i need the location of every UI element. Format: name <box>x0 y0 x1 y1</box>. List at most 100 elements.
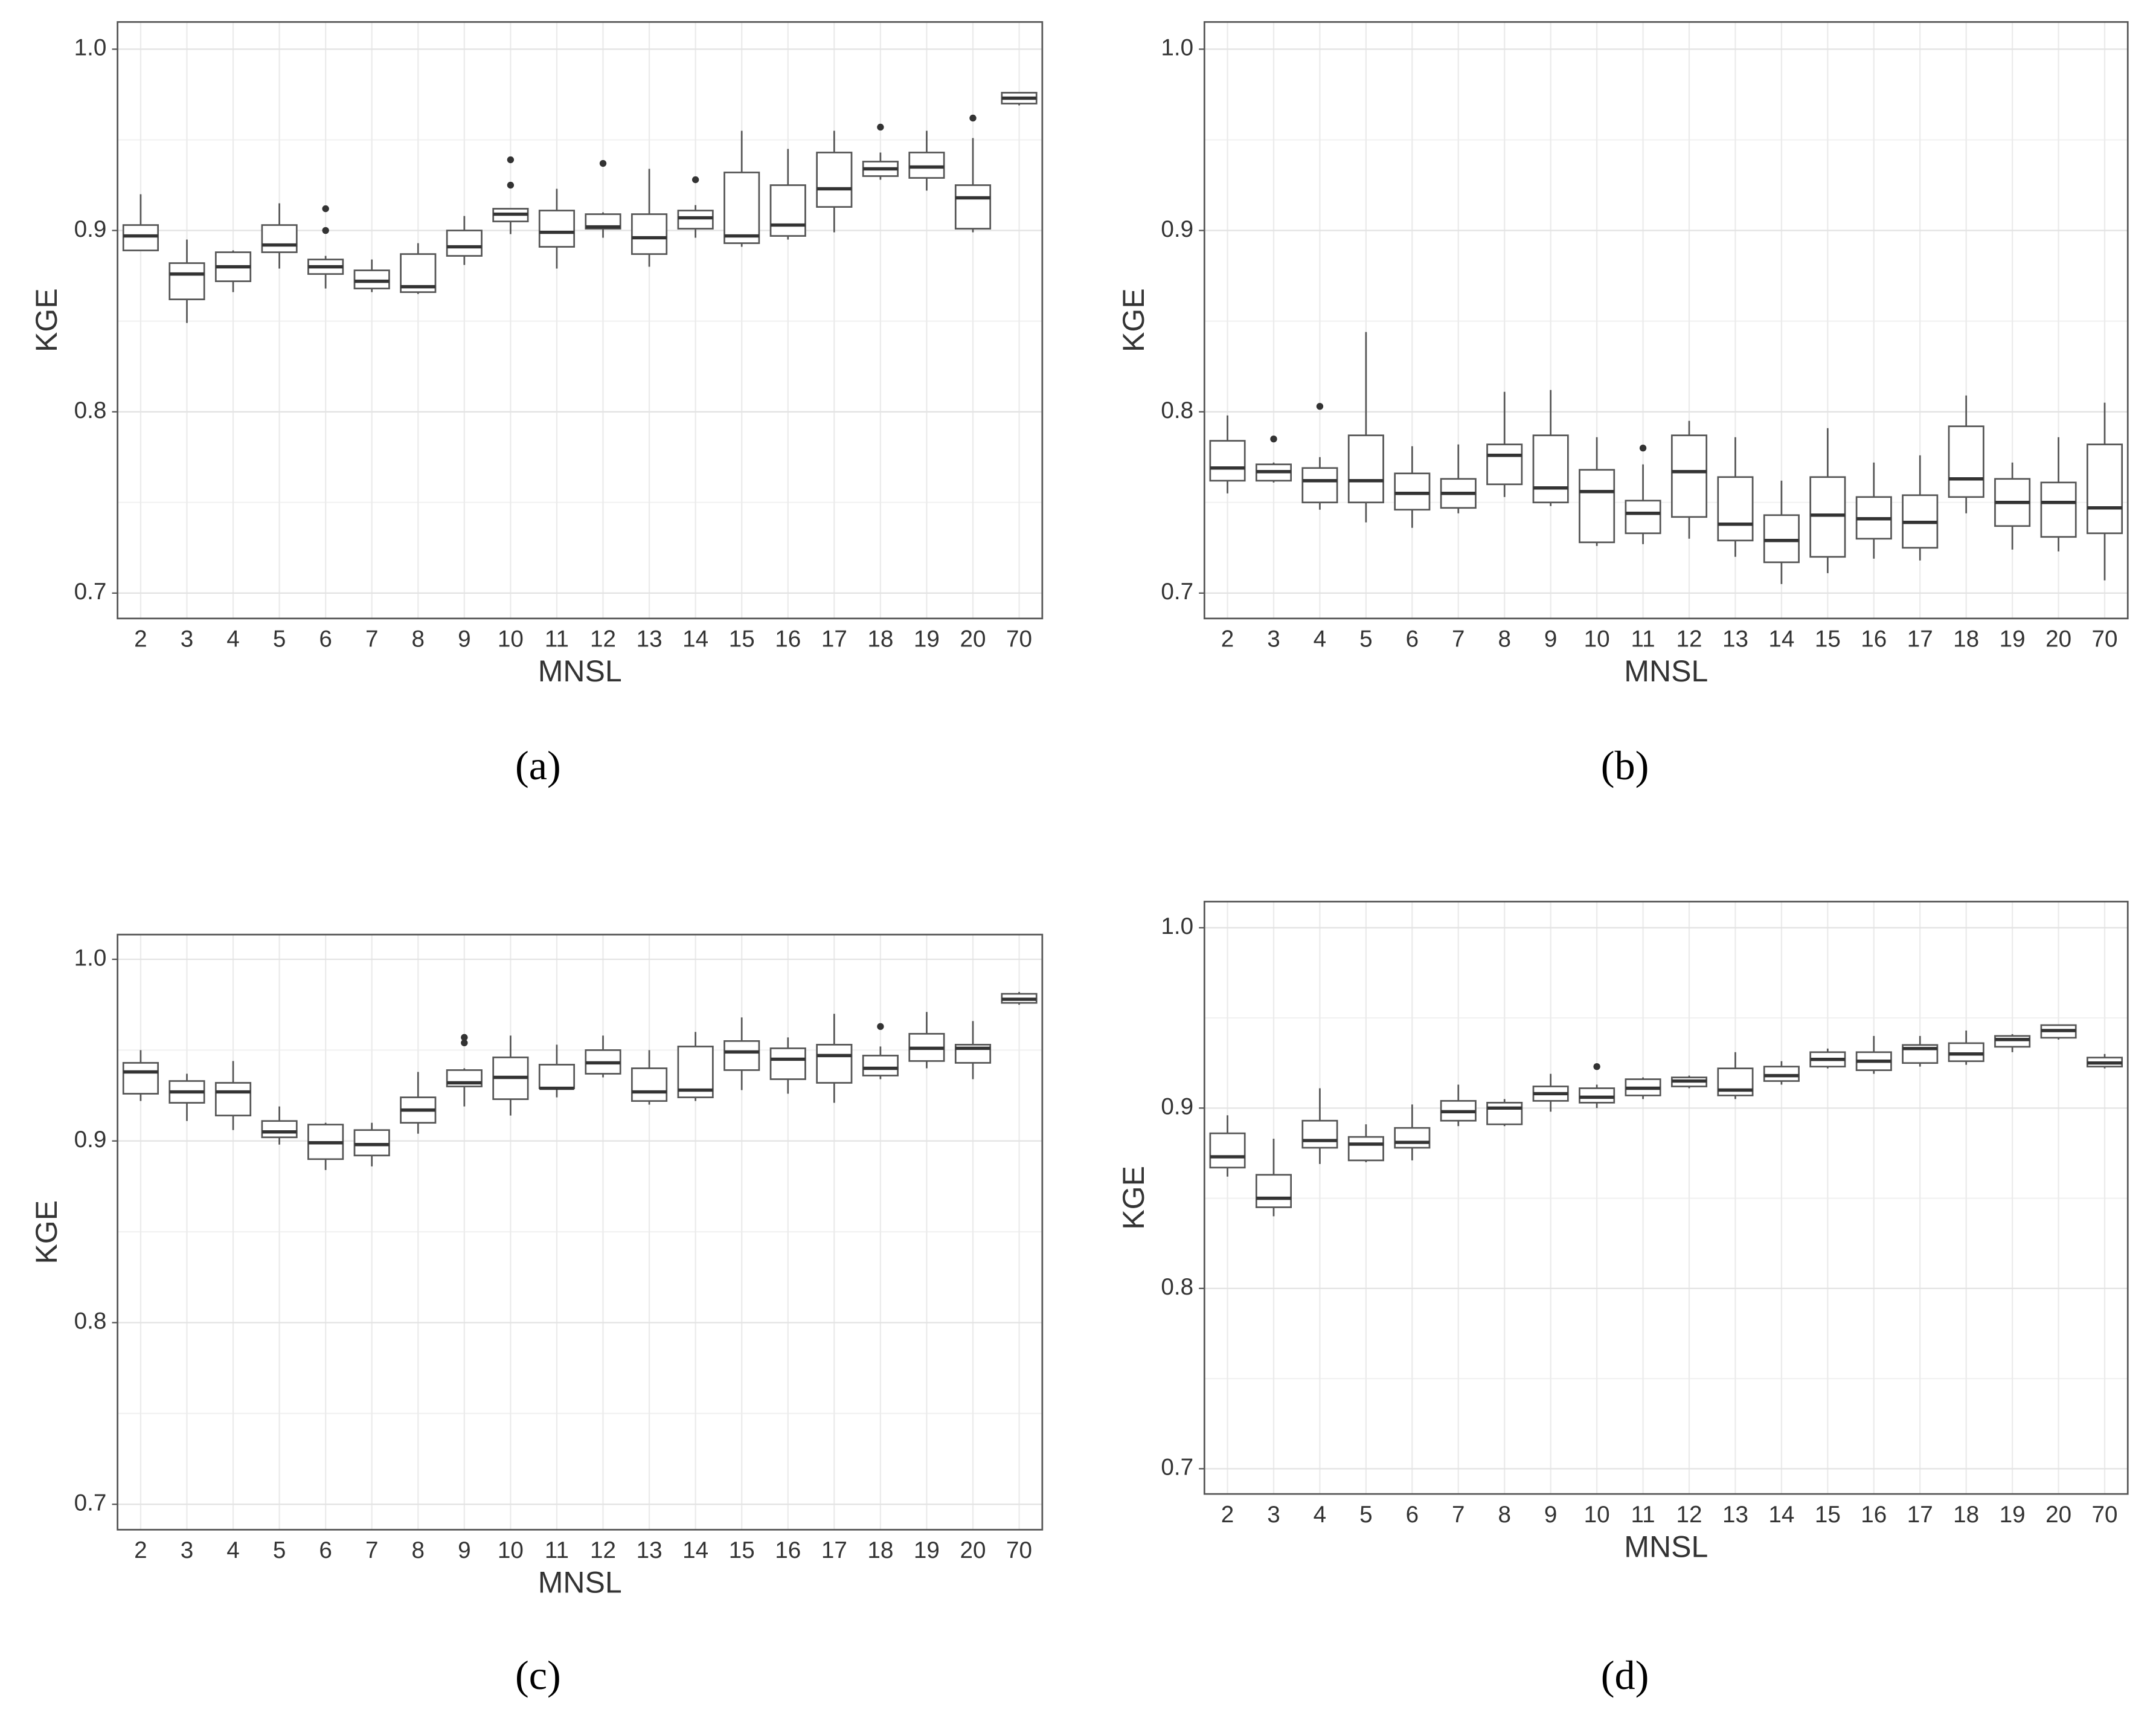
plot-border <box>1203 901 2129 1495</box>
x-tick-label: 3 <box>1267 1502 1280 1528</box>
outlier <box>877 1023 884 1030</box>
x-tick-label: 6 <box>1406 626 1419 652</box>
x-tick-label: 16 <box>775 626 801 652</box>
box <box>538 1064 576 1089</box>
x-tick-label: 16 <box>1861 1502 1887 1528</box>
box <box>723 1040 760 1071</box>
y-tick-label: 0.7 <box>74 579 107 605</box>
x-tick-label: 9 <box>1544 1502 1558 1528</box>
box <box>1486 1102 1523 1125</box>
box <box>2086 443 2123 535</box>
outlier <box>322 205 329 213</box>
box <box>631 213 668 255</box>
x-tick-label: 10 <box>1584 1502 1610 1528</box>
outlier <box>507 156 515 164</box>
box <box>168 262 205 300</box>
x-tick-label: 4 <box>1314 1502 1327 1528</box>
x-tick-label: 18 <box>1953 1502 1979 1528</box>
y-tick-label: 0.9 <box>1161 1094 1193 1120</box>
x-tick-label: 20 <box>960 626 986 652</box>
x-tick-label: 9 <box>1544 626 1558 652</box>
y-axis-label: KGE <box>30 1200 63 1264</box>
x-tick-label: 10 <box>1584 626 1610 652</box>
box <box>769 184 806 237</box>
x-tick-label: 14 <box>682 1537 708 1563</box>
box <box>2040 481 2077 538</box>
box <box>862 1055 899 1076</box>
box <box>1948 1042 1984 1063</box>
box <box>1209 440 1246 482</box>
x-tick-label: 2 <box>134 1537 147 1563</box>
x-tick-label: 17 <box>821 626 847 652</box>
box <box>261 1120 298 1139</box>
x-tick-label: 13 <box>637 626 663 652</box>
x-tick-label: 20 <box>2045 626 2071 652</box>
x-tick-label: 19 <box>2000 626 2026 652</box>
box <box>446 230 483 257</box>
y-tick-label: 0.7 <box>1161 579 1193 605</box>
box <box>1763 1066 1800 1082</box>
x-tick-label: 11 <box>1631 1502 1655 1528</box>
x-tick-label: 2 <box>1221 1502 1234 1528</box>
x-tick-label: 70 <box>1006 1537 1032 1563</box>
x-tick-label: 10 <box>498 626 524 652</box>
box <box>1717 476 1754 542</box>
x-tick-label: 7 <box>1452 626 1465 652</box>
x-tick-label: 2 <box>134 626 147 652</box>
plot-border <box>117 21 1044 620</box>
y-tick-label: 0.9 <box>1161 216 1193 242</box>
x-tick-label: 6 <box>319 1537 332 1563</box>
y-tick-label: 1.0 <box>74 35 107 61</box>
box <box>631 1067 668 1102</box>
outlier <box>691 176 699 184</box>
x-tick-label: 19 <box>914 1537 940 1563</box>
y-tick-label: 0.9 <box>74 216 107 242</box>
x-tick-label: 15 <box>1815 1502 1841 1528</box>
y-tick-label: 0.9 <box>74 1127 107 1153</box>
y-tick-label: 0.8 <box>1161 397 1193 423</box>
y-tick-label: 0.8 <box>74 1308 107 1334</box>
x-tick-label: 5 <box>1359 1502 1373 1528</box>
x-tick-label: 8 <box>412 1537 425 1563</box>
x-tick-label: 17 <box>1907 1502 1933 1528</box>
caption: (d) <box>1601 1652 1649 1698</box>
x-tick-label: 5 <box>1359 626 1373 652</box>
x-tick-label: 16 <box>1861 626 1887 652</box>
box <box>723 172 760 244</box>
outlier <box>1593 1063 1600 1070</box>
box <box>122 1062 159 1095</box>
x-tick-label: 4 <box>226 1537 240 1563</box>
outlier <box>461 1034 468 1041</box>
outlier <box>507 181 515 189</box>
x-tick-label: 4 <box>226 626 240 652</box>
x-tick-label: 70 <box>1006 626 1032 652</box>
box <box>1579 1087 1615 1104</box>
box <box>1532 434 1569 504</box>
x-tick-label: 8 <box>1498 626 1511 652</box>
x-tick-label: 4 <box>1314 626 1327 652</box>
plot-border <box>117 933 1044 1531</box>
plot-background <box>117 22 1042 619</box>
box <box>1301 467 1338 504</box>
x-tick-label: 19 <box>2000 1502 2026 1528</box>
x-tick-label: 10 <box>498 1537 524 1563</box>
box <box>1301 1119 1338 1149</box>
x-tick-label: 19 <box>914 626 940 652</box>
x-tick-label: 3 <box>181 1537 194 1563</box>
x-tick-label: 2 <box>1221 626 1234 652</box>
box <box>1394 472 1431 511</box>
box <box>538 210 576 248</box>
outlier <box>1270 436 1277 443</box>
x-tick-label: 20 <box>2045 1502 2071 1528</box>
box <box>122 224 159 251</box>
x-tick-label: 20 <box>960 1537 986 1563</box>
x-tick-label: 3 <box>1267 626 1280 652</box>
box <box>1625 500 1661 535</box>
x-tick-label: 12 <box>1676 1502 1702 1528</box>
x-tick-label: 14 <box>682 626 708 652</box>
x-tick-label: 13 <box>1722 1502 1748 1528</box>
x-axis-label: MNSL <box>1624 1530 1708 1563</box>
box <box>1209 1132 1246 1169</box>
box <box>908 152 945 179</box>
